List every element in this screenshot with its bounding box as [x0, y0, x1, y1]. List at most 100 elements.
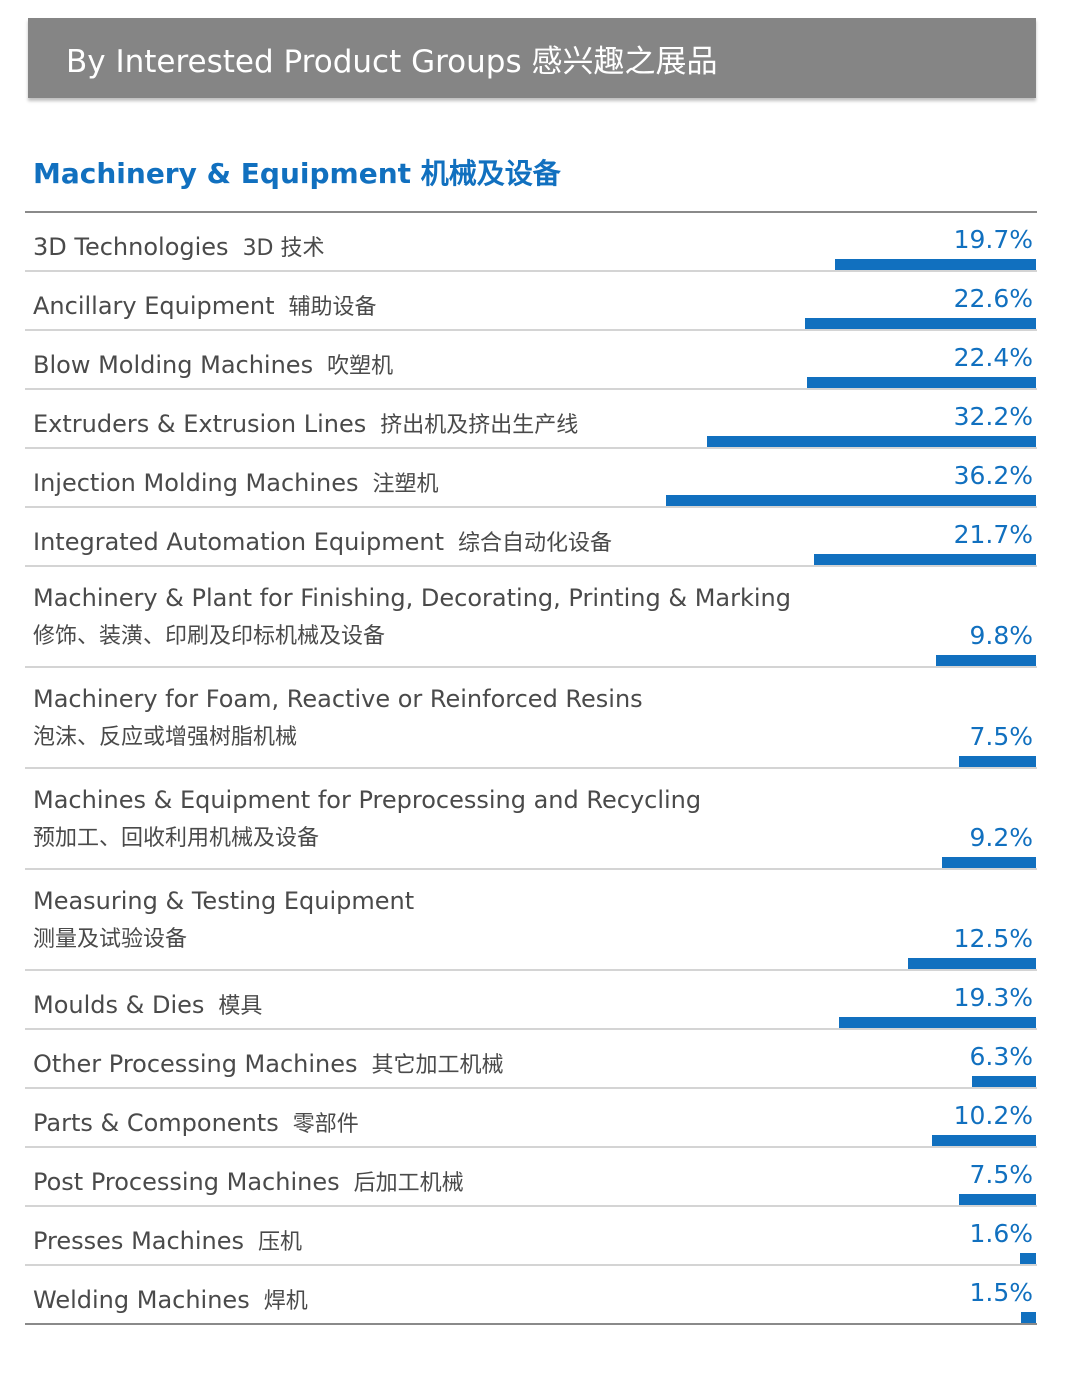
category-label: Other Processing Machines 其它加工机械 — [33, 1049, 504, 1081]
data-label: 7.5% — [969, 722, 1033, 751]
data-label: 21.7% — [953, 520, 1033, 549]
chart-row: Blow Molding Machines 吹塑机 22.4% — [25, 331, 1037, 390]
row-divider — [25, 1205, 1037, 1207]
data-label: 22.6% — [953, 284, 1033, 313]
chart-row: Integrated Automation Equipment 综合自动化设备 21… — [25, 508, 1037, 567]
bar — [805, 318, 1036, 329]
category-label-en: Post Processing Machines — [33, 1168, 340, 1196]
category-label-en: Integrated Automation Equipment — [33, 528, 444, 556]
data-label: 36.2% — [953, 461, 1033, 490]
category-label-zh: 吹塑机 — [327, 354, 394, 379]
chart-row: Welding Machines 焊机 1.5% — [25, 1266, 1037, 1325]
category-label: Presses Machines 压机 — [33, 1226, 302, 1258]
category-label-en: Other Processing Machines — [33, 1050, 358, 1078]
header-title: By Interested Product Groups 感兴趣之展品 — [66, 43, 718, 80]
bar — [936, 655, 1036, 666]
chart-row: Other Processing Machines 其它加工机械 6.3% — [25, 1030, 1037, 1089]
section-divider — [25, 211, 1037, 213]
bar — [839, 1017, 1036, 1028]
category-label: Moulds & Dies 模具 — [33, 990, 262, 1022]
chart-row: Injection Molding Machines 注塑机 36.2% — [25, 449, 1037, 508]
row-divider — [25, 506, 1037, 508]
chart-row: Machinery & Plant for Finishing, Decorat… — [25, 567, 1037, 668]
bar — [1021, 1312, 1036, 1323]
bar — [942, 857, 1036, 868]
category-label: Extruders & Extrusion Lines 挤出机及挤出生产线 — [33, 409, 578, 441]
chart-row: Extruders & Extrusion Lines 挤出机及挤出生产线 32.2… — [25, 390, 1037, 449]
category-label-en: Parts & Components — [33, 1109, 279, 1137]
category-label-zh: 焊机 — [263, 1289, 308, 1314]
row-divider — [25, 565, 1037, 567]
category-label: 3D Technologies 3D 技术 — [33, 232, 325, 264]
row-divider — [25, 329, 1037, 331]
category-label: Parts & Components 零部件 — [33, 1108, 359, 1140]
chart-row: Presses Machines 压机 1.6% — [25, 1207, 1037, 1266]
row-divider — [25, 1028, 1037, 1030]
category-label-zh: 预加工、回收利用机械及设备 — [33, 826, 320, 851]
data-label: 7.5% — [969, 1160, 1033, 1189]
bar — [807, 377, 1036, 388]
category-label: Welding Machines 焊机 — [33, 1285, 308, 1317]
category-label-zh: 模具 — [218, 994, 263, 1019]
data-label: 1.5% — [969, 1278, 1033, 1307]
category-label-zh: 挤出机及挤出生产线 — [380, 413, 579, 438]
category-label-en: 3D Technologies — [33, 233, 229, 261]
category-label-zh: 零部件 — [292, 1112, 359, 1137]
category-label-zh: 注塑机 — [372, 472, 439, 497]
data-label: 19.7% — [953, 225, 1033, 254]
row-divider — [25, 388, 1037, 390]
category-label: Integrated Automation Equipment 综合自动化设备 — [33, 527, 612, 559]
category-label-en: Moulds & Dies — [33, 991, 205, 1019]
category-label-en: Machines & Equipment for Preprocessing a… — [33, 786, 702, 814]
chart-row: Parts & Components 零部件 10.2% — [25, 1089, 1037, 1148]
data-label: 9.8% — [969, 621, 1033, 650]
category-label: Post Processing Machines 后加工机械 — [33, 1167, 464, 1199]
row-divider — [25, 270, 1037, 272]
category-label-en: Machinery for Foam, Reactive or Reinforc… — [33, 685, 643, 713]
header-bar: By Interested Product Groups 感兴趣之展品 — [28, 18, 1036, 98]
chart-row: Measuring & Testing Equipment 测量及试验设备 12.5… — [25, 870, 1037, 971]
chart-row: Machines & Equipment for Preprocessing a… — [25, 769, 1037, 870]
data-label: 19.3% — [953, 983, 1033, 1012]
chart-row: Moulds & Dies 模具 19.3% — [25, 971, 1037, 1030]
category-label-en: Welding Machines — [33, 1286, 250, 1314]
section-title: Machinery & Equipment 机械及设备 — [33, 157, 561, 190]
category-label-en: Injection Molding Machines — [33, 469, 359, 497]
data-label: 10.2% — [953, 1101, 1033, 1130]
row-divider — [25, 1264, 1037, 1266]
category-label-en: Extruders & Extrusion Lines — [33, 410, 367, 438]
category-label-zh: 综合自动化设备 — [458, 531, 613, 556]
row-divider — [25, 1087, 1037, 1089]
row-divider — [25, 1323, 1037, 1325]
bar — [707, 436, 1036, 447]
bar — [972, 1076, 1036, 1087]
chart-row: Post Processing Machines 后加工机械 7.5% — [25, 1148, 1037, 1207]
row-divider — [25, 767, 1037, 769]
category-label-zh: 修饰、装潢、印刷及印标机械及设备 — [33, 624, 386, 649]
category-label: Blow Molding Machines 吹塑机 — [33, 350, 393, 382]
data-label: 1.6% — [969, 1219, 1033, 1248]
category-label-zh: 泡沫、反应或增强树脂机械 — [33, 725, 298, 750]
row-divider — [25, 666, 1037, 668]
bar — [835, 259, 1036, 270]
row-divider — [25, 1146, 1037, 1148]
category-label-en: Blow Molding Machines — [33, 351, 314, 379]
category-label-zh: 3D 技术 — [242, 236, 325, 261]
data-label: 6.3% — [969, 1042, 1033, 1071]
category-label-en: Presses Machines — [33, 1227, 245, 1255]
bar — [1020, 1253, 1036, 1264]
row-divider — [25, 447, 1037, 449]
category-label: Ancillary Equipment 辅助设备 — [33, 291, 377, 323]
bar — [908, 958, 1036, 969]
bar — [932, 1135, 1036, 1146]
chart-row: 3D Technologies 3D 技术 19.7% — [25, 213, 1037, 272]
chart-row: Ancillary Equipment 辅助设备 22.6% — [25, 272, 1037, 331]
data-label: 9.2% — [969, 823, 1033, 852]
category-label-en: Ancillary Equipment — [33, 292, 275, 320]
category-label-en: Measuring & Testing Equipment — [33, 887, 415, 915]
category-label-zh: 测量及试验设备 — [33, 927, 188, 952]
bar — [814, 554, 1036, 565]
bar — [959, 1194, 1036, 1205]
chart-row: Machinery for Foam, Reactive or Reinforc… — [25, 668, 1037, 769]
